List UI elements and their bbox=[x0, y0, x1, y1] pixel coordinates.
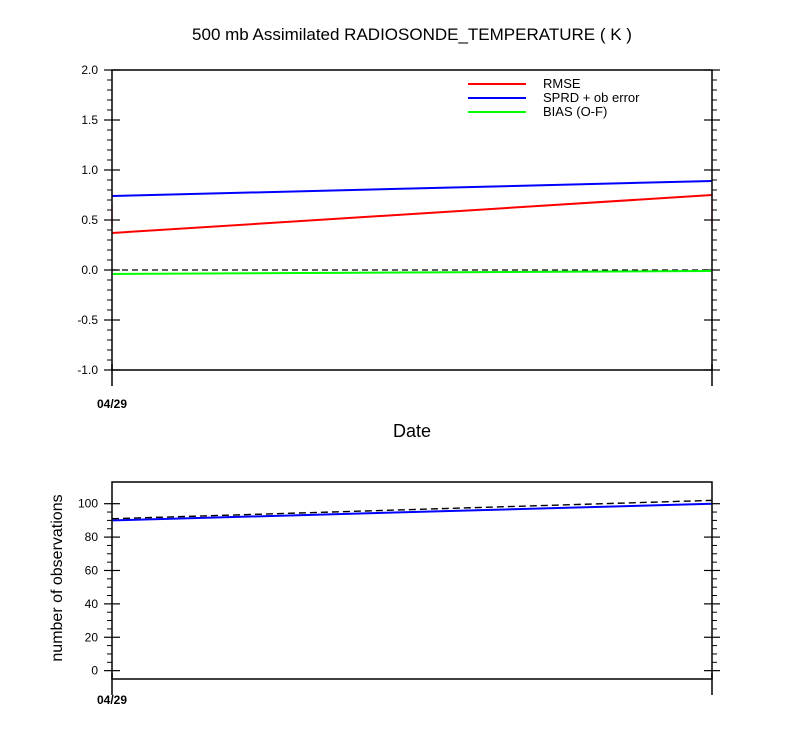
bottom-y-tick-labels: 0 20 40 60 80 100 bbox=[78, 497, 98, 678]
series-line-sprd-ob-error bbox=[111, 180, 713, 197]
y-tick-label: 1.0 bbox=[81, 163, 98, 177]
series-line-0 bbox=[111, 502, 713, 522]
y-axis-label: number of observations bbox=[49, 494, 66, 661]
y-tick-label: 20 bbox=[85, 630, 99, 644]
y-tick-label: 80 bbox=[85, 530, 99, 544]
top-y-tick-labels: -1.0 -0.5 0.0 0.5 1.0 1.5 2.0 bbox=[77, 63, 98, 377]
bottom-x-tick-label: 04/29 bbox=[97, 693, 127, 707]
y-tick-label: 0.0 bbox=[81, 263, 98, 277]
bottom-plot-frame bbox=[111, 481, 713, 680]
series-line-1 bbox=[111, 499, 713, 520]
y-tick-label: 0 bbox=[91, 664, 98, 678]
chart-title: 500 mb Assimilated RADIOSONDE_TEMPERATUR… bbox=[192, 25, 632, 44]
bottom-tick-marks bbox=[104, 503, 720, 695]
top-x-tick-label: 04/29 bbox=[97, 397, 127, 411]
legend-label: BIAS (O-F) bbox=[543, 104, 607, 119]
y-tick-label: 60 bbox=[85, 563, 99, 577]
top-plot-frame bbox=[111, 69, 713, 371]
y-tick-label: 100 bbox=[78, 497, 98, 511]
legend-label: RMSE bbox=[543, 76, 581, 91]
bottom-series-lines bbox=[111, 499, 713, 522]
legend-label: SPRD + ob error bbox=[543, 90, 640, 105]
y-tick-label: -0.5 bbox=[77, 313, 98, 327]
y-tick-label: 1.5 bbox=[81, 113, 98, 127]
top-series-lines bbox=[111, 180, 713, 275]
y-tick-label: -1.0 bbox=[77, 363, 98, 377]
y-tick-label: 0.5 bbox=[81, 213, 98, 227]
series-line-bias-o-f bbox=[111, 270, 713, 275]
series-line-rmse bbox=[111, 194, 713, 234]
y-tick-label: 40 bbox=[85, 597, 99, 611]
y-tick-label: 2.0 bbox=[81, 63, 98, 77]
x-axis-label: Date bbox=[393, 421, 431, 441]
